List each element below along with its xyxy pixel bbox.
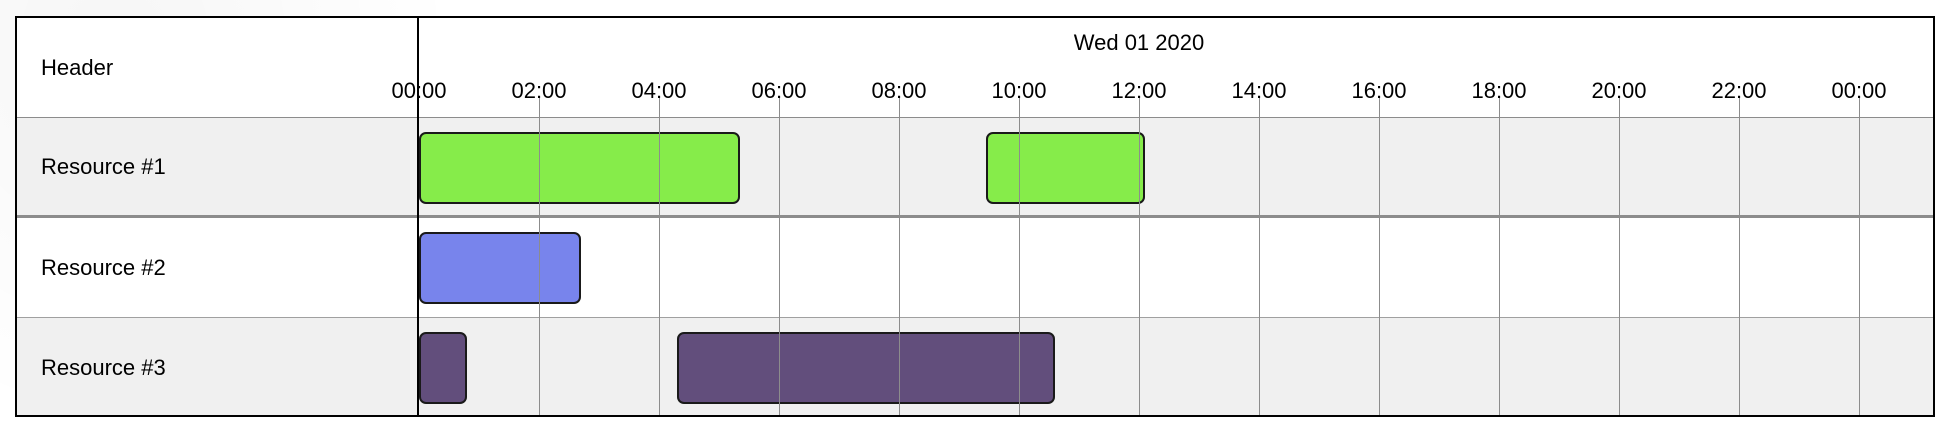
hour-gridline [1019, 118, 1020, 415]
hour-tick [539, 98, 540, 118]
hour-tick [659, 98, 660, 118]
hour-tick [1859, 98, 1860, 118]
resource-name: Resource #1 [41, 153, 166, 179]
resource-name: Resource #3 [41, 354, 166, 380]
hour-gridline [1739, 118, 1740, 415]
day-label: Wed 01 2020 [1073, 30, 1205, 55]
hour-tick [1739, 98, 1740, 118]
hour-gridline [1379, 118, 1380, 415]
header-label: Header [41, 54, 114, 80]
hour-tick [1499, 98, 1500, 118]
header-cell: Header [17, 18, 417, 118]
resource-row-header: Resource #3 [17, 318, 417, 415]
resource-scheduler: Header Resource #1 Resource #2 Resource #3… [15, 16, 1935, 417]
hour-gridline [1499, 118, 1500, 415]
hour-tick [1379, 98, 1380, 118]
hour-gridline [1259, 118, 1260, 415]
hour-tick [1259, 98, 1260, 118]
hour-tick [1019, 98, 1020, 118]
resource-column: Header Resource #1 Resource #2 Resource #3 [17, 18, 419, 415]
hour-gridline [659, 118, 660, 415]
hour-gridline [779, 118, 780, 415]
timeline-header: Wed 01 2020 00:00 02:00 04:00 06:00 08:00 10:… [391, 18, 1933, 118]
event-bar[interactable] [677, 332, 1055, 404]
event-bar[interactable] [419, 132, 740, 204]
hour-gridline [1859, 118, 1860, 415]
timeline[interactable]: Wed 01 2020 00:00 02:00 04:00 06:00 08:00 10:… [391, 18, 1933, 415]
event-bar[interactable] [419, 232, 581, 304]
resource-name: Resource #2 [41, 254, 166, 280]
event-bar[interactable] [419, 332, 467, 404]
resource-lane[interactable] [419, 318, 1933, 415]
resource-row-header: Resource #2 [17, 218, 417, 318]
hour-tick [1139, 98, 1140, 118]
hour-tick [899, 98, 900, 118]
event-bar[interactable] [986, 132, 1145, 204]
hour-gridline [1139, 118, 1140, 415]
hour-tick [779, 98, 780, 118]
resource-lane[interactable] [419, 218, 1933, 318]
hour-label: 00:00 [391, 78, 447, 103]
hour-tick [1619, 98, 1620, 118]
hour-gridline [899, 118, 900, 415]
hour-gridline [539, 118, 540, 415]
resource-row-header: Resource #1 [17, 118, 417, 218]
hour-gridline [1619, 118, 1620, 415]
